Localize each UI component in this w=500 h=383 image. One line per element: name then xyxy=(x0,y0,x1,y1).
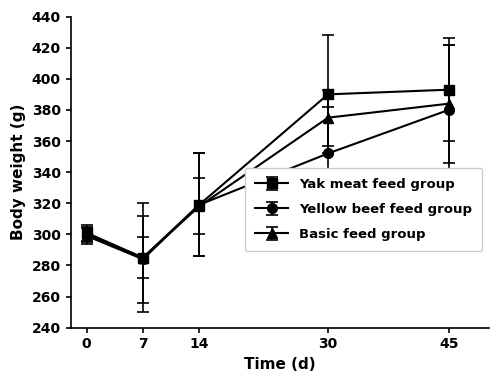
X-axis label: Time (d): Time (d) xyxy=(244,357,316,372)
Legend: Yak meat feed group, Yellow beef feed group, Basic feed group: Yak meat feed group, Yellow beef feed gr… xyxy=(244,167,482,251)
Y-axis label: Body weight (g): Body weight (g) xyxy=(11,104,26,240)
